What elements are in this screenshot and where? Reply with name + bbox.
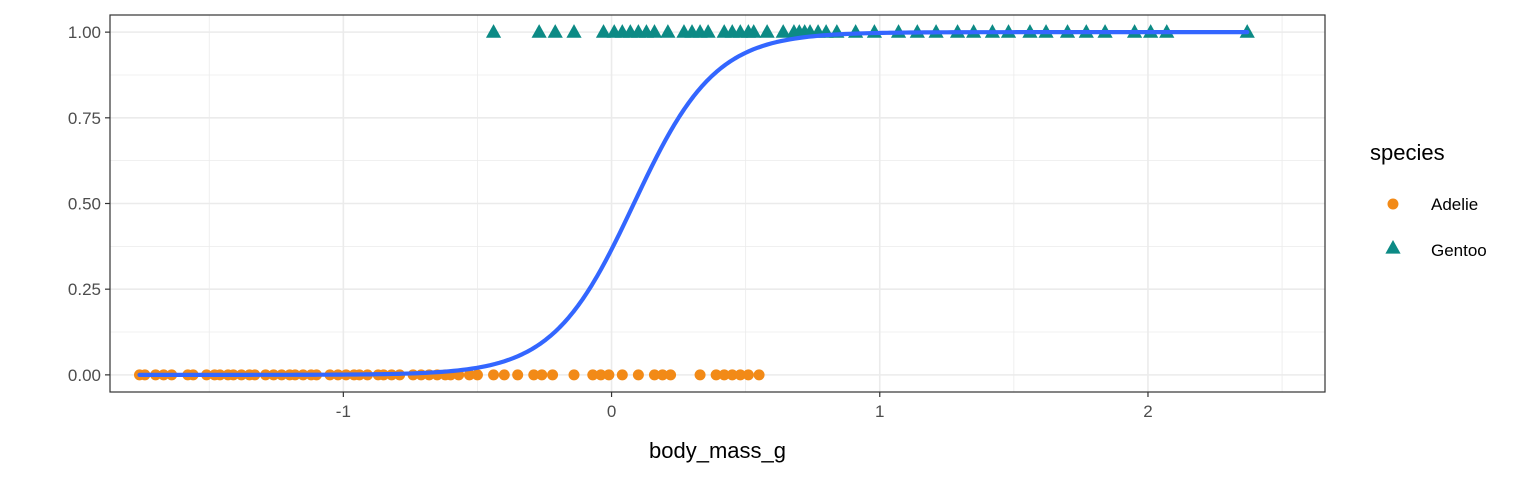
- legend-key-gentoo: [1385, 240, 1401, 254]
- point-adelie: [753, 369, 765, 381]
- point-adelie: [742, 369, 754, 381]
- y-tick-label: 0.75: [68, 109, 101, 128]
- y-tick-label: 0.00: [68, 366, 101, 385]
- y-tick-label: 1.00: [68, 23, 101, 42]
- grid: [110, 15, 1325, 392]
- legend-key-adelie: [1387, 198, 1399, 210]
- point-adelie: [536, 369, 548, 381]
- x-tick-label: 1: [875, 402, 884, 421]
- point-gentoo: [759, 24, 775, 38]
- point-adelie: [595, 369, 607, 381]
- fit-curve-layer: [137, 30, 1250, 377]
- point-adelie: [718, 369, 730, 381]
- point-adelie: [498, 369, 510, 381]
- point-adelie: [657, 369, 669, 381]
- point-adelie: [616, 369, 628, 381]
- point-adelie: [528, 369, 540, 381]
- legend: species Adelie Gentoo: [1370, 140, 1487, 260]
- point-adelie: [603, 369, 615, 381]
- legend-label-gentoo: Gentoo: [1431, 241, 1487, 260]
- point-gentoo: [746, 24, 762, 38]
- y-tick-label: 0.50: [68, 195, 101, 214]
- point-adelie: [463, 369, 475, 381]
- axes: -1 0 1 2 0.00 0.25 0.50 0.75 1.00: [68, 23, 1153, 421]
- point-gentoo: [547, 24, 563, 38]
- point-adelie: [471, 369, 483, 381]
- x-tick-label: 0: [607, 402, 616, 421]
- point-adelie: [512, 369, 524, 381]
- point-adelie: [734, 369, 746, 381]
- point-adelie: [665, 369, 677, 381]
- point-adelie: [726, 369, 738, 381]
- point-gentoo: [646, 24, 663, 38]
- x-tick-label: 2: [1143, 402, 1152, 421]
- point-adelie: [488, 369, 500, 381]
- point-gentoo: [775, 24, 791, 38]
- point-gentoo: [531, 24, 547, 38]
- point-adelie: [547, 369, 559, 381]
- point-adelie: [694, 369, 706, 381]
- x-tick-label: -1: [336, 402, 351, 421]
- point-gentoo: [566, 24, 582, 38]
- fit-curve: [137, 30, 1250, 377]
- point-gentoo: [700, 24, 716, 38]
- y-tick-label: 0.25: [68, 280, 101, 299]
- point-gentoo: [660, 24, 676, 38]
- point-adelie: [710, 369, 722, 381]
- legend-label-adelie: Adelie: [1431, 195, 1478, 214]
- point-adelie: [568, 369, 580, 381]
- point-adelie: [648, 369, 660, 381]
- point-gentoo: [595, 24, 612, 38]
- point-gentoo: [485, 24, 502, 38]
- point-adelie: [632, 369, 644, 381]
- x-axis-title: body_mass_g: [649, 438, 786, 463]
- legend-title: species: [1370, 140, 1445, 165]
- point-adelie: [587, 369, 599, 381]
